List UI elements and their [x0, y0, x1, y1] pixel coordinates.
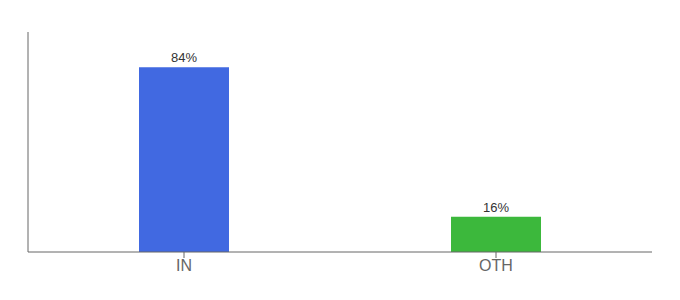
svg-text:84%: 84%: [171, 50, 197, 65]
svg-text:OTH: OTH: [479, 257, 513, 274]
svg-text:16%: 16%: [483, 200, 509, 215]
svg-text:IN: IN: [176, 257, 192, 274]
